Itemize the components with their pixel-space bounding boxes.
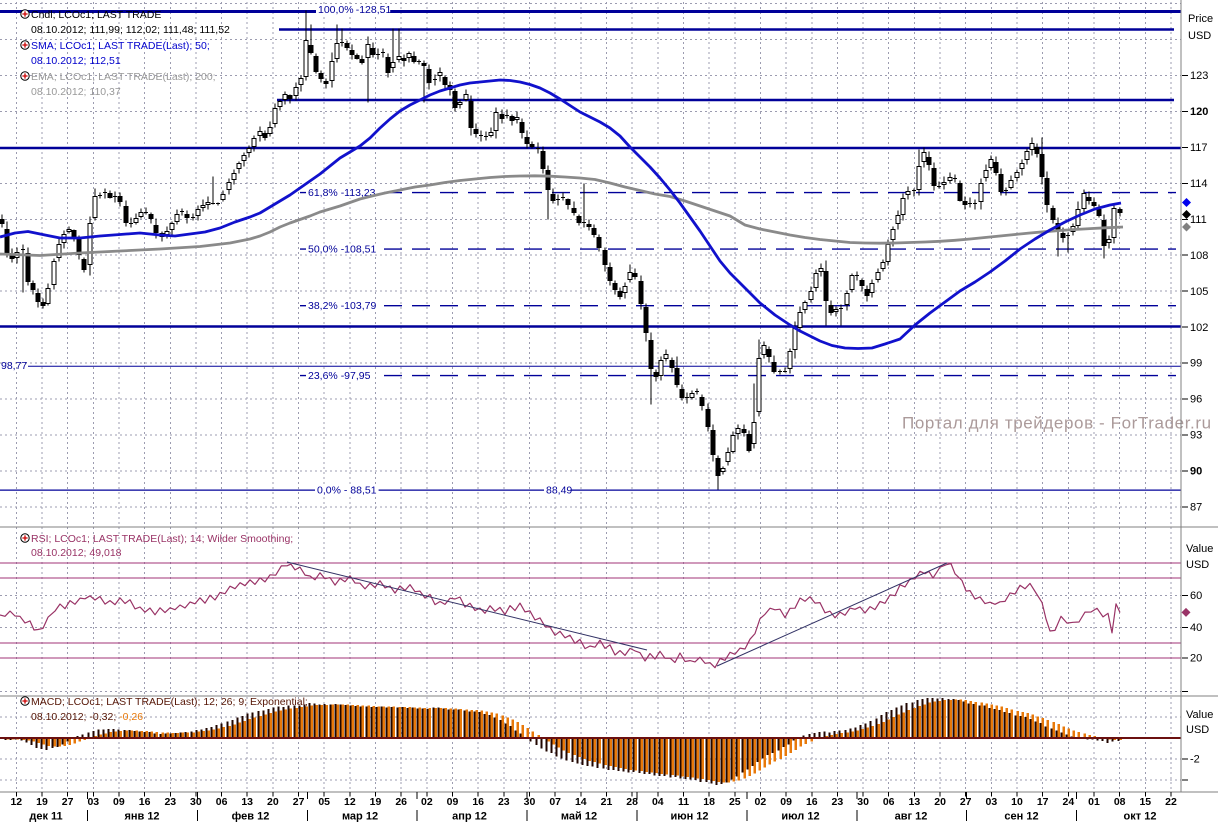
svg-text:02: 02 (421, 796, 433, 808)
svg-text:EMA; LCOc1; LAST TRADE(Last);: EMA; LCOc1; LAST TRADE(Last); 200; (31, 71, 216, 83)
svg-text:96: 96 (1190, 394, 1202, 406)
svg-text:102: 102 (1190, 322, 1208, 334)
svg-text:июл 12: июл 12 (781, 811, 819, 823)
svg-text:10: 10 (1011, 796, 1023, 808)
svg-text:108: 108 (1190, 250, 1208, 262)
svg-text:23: 23 (832, 796, 844, 808)
svg-text:27: 27 (293, 796, 305, 808)
svg-text:99: 99 (1190, 358, 1202, 370)
svg-text:60: 60 (1190, 590, 1202, 602)
svg-text:38,2% -103,79: 38,2% -103,79 (308, 300, 376, 312)
svg-text:07: 07 (549, 796, 561, 808)
svg-text:30: 30 (857, 796, 869, 808)
svg-text:90: 90 (1190, 466, 1202, 478)
svg-text:87: 87 (1190, 502, 1202, 514)
svg-text:04: 04 (652, 796, 664, 808)
svg-text:23,6% -97,95: 23,6% -97,95 (308, 370, 371, 382)
svg-text:19: 19 (36, 796, 48, 808)
svg-text:Value: Value (1186, 709, 1213, 721)
svg-text:-2: -2 (1190, 754, 1200, 766)
svg-text:01: 01 (1088, 796, 1100, 808)
svg-text:30: 30 (190, 796, 202, 808)
svg-text:16: 16 (139, 796, 151, 808)
svg-text:0,0% - 88,51: 0,0% - 88,51 (317, 484, 377, 496)
svg-text:06: 06 (216, 796, 228, 808)
svg-text:26: 26 (395, 796, 407, 808)
svg-text:09: 09 (447, 796, 459, 808)
svg-text:16: 16 (472, 796, 484, 808)
svg-text:RSI; LCOc1; LAST TRADE(Last);: RSI; LCOc1; LAST TRADE(Last); 14; Wilder… (31, 533, 293, 545)
svg-text:фев 12: фев 12 (232, 811, 270, 823)
svg-text:123: 123 (1190, 70, 1208, 82)
svg-text:117: 117 (1190, 142, 1208, 154)
svg-text:98,77: 98,77 (1, 360, 27, 372)
svg-text:Price: Price (1188, 13, 1213, 25)
svg-text:13: 13 (909, 796, 921, 808)
svg-text:20: 20 (267, 796, 279, 808)
svg-text:09: 09 (113, 796, 125, 808)
svg-text:27: 27 (62, 796, 74, 808)
svg-text:12: 12 (344, 796, 356, 808)
svg-text:23: 23 (498, 796, 510, 808)
svg-text:100,0% -128,51: 100,0% -128,51 (318, 4, 391, 16)
svg-text:08.10.2012; 49,018: 08.10.2012; 49,018 (31, 547, 122, 559)
svg-text:28: 28 (626, 796, 638, 808)
svg-text:50,0% -108,51: 50,0% -108,51 (308, 243, 376, 255)
svg-text:40: 40 (1190, 622, 1202, 634)
svg-text:120: 120 (1190, 106, 1208, 118)
svg-text:24: 24 (1063, 796, 1075, 808)
svg-text:17: 17 (1037, 796, 1049, 808)
svg-text:03: 03 (986, 796, 998, 808)
svg-text:май 12: май 12 (561, 811, 597, 823)
svg-text:USD: USD (1186, 724, 1209, 736)
svg-text:авг 12: авг 12 (895, 811, 928, 823)
svg-text:05: 05 (318, 796, 330, 808)
svg-text:апр 12: апр 12 (452, 811, 487, 823)
svg-text:20: 20 (1190, 653, 1202, 665)
svg-text:06: 06 (883, 796, 895, 808)
svg-text:09: 09 (780, 796, 792, 808)
svg-text:21: 21 (601, 796, 613, 808)
svg-text:USD: USD (1188, 30, 1211, 42)
svg-text:61,8% -113,23: 61,8% -113,23 (308, 187, 376, 199)
svg-text:июн 12: июн 12 (670, 811, 708, 823)
svg-text:18: 18 (703, 796, 715, 808)
svg-text:11: 11 (678, 796, 689, 808)
svg-text:Портал для трейдеров - ForTrad: Портал для трейдеров - ForTrader.ru (902, 414, 1212, 433)
svg-text:08: 08 (1114, 796, 1126, 808)
svg-text:Cndl; LCOc1; LAST TRADE: Cndl; LCOc1; LAST TRADE (31, 9, 161, 21)
svg-text:15: 15 (1139, 796, 1151, 808)
svg-text:02: 02 (755, 796, 767, 808)
svg-text:дек 11: дек 11 (29, 811, 62, 823)
svg-text:14: 14 (575, 796, 587, 808)
svg-text:MACD; LCOc1; LAST TRADE(Last);: MACD; LCOc1; LAST TRADE(Last); 12; 26; 9… (31, 696, 308, 708)
svg-text:16: 16 (806, 796, 818, 808)
svg-text:114: 114 (1190, 178, 1208, 190)
svg-text:янв 12: янв 12 (124, 811, 159, 823)
svg-text:13: 13 (241, 796, 253, 808)
svg-text:93: 93 (1190, 430, 1202, 442)
svg-text:SMA; LCOc1; LAST TRADE(Last);: SMA; LCOc1; LAST TRADE(Last); 50; (31, 40, 210, 52)
svg-text:88,49: 88,49 (546, 484, 572, 496)
svg-text:сен 12: сен 12 (1004, 811, 1038, 823)
svg-text:22: 22 (1165, 796, 1177, 808)
svg-text:105: 105 (1190, 286, 1208, 298)
svg-text:08.10.2012; 111,99; 112,02; 11: 08.10.2012; 111,99; 112,02; 111,48; 111,… (31, 24, 230, 36)
svg-text:23: 23 (164, 796, 176, 808)
svg-text:25: 25 (729, 796, 741, 808)
svg-text:окт 12: окт 12 (1124, 811, 1157, 823)
svg-text:08.10.2012; 112,51: 08.10.2012; 112,51 (31, 55, 121, 67)
svg-text:19: 19 (370, 796, 382, 808)
svg-text:Value: Value (1186, 543, 1213, 555)
svg-text:08.10.2012; -0,32; -0,26: 08.10.2012; -0,32; -0,26 (31, 711, 143, 723)
svg-text:27: 27 (960, 796, 972, 808)
svg-text:03: 03 (87, 796, 99, 808)
svg-text:30: 30 (524, 796, 536, 808)
svg-text:12: 12 (10, 796, 22, 808)
svg-text:20: 20 (934, 796, 946, 808)
svg-text:111: 111 (1190, 214, 1207, 226)
svg-text:USD: USD (1186, 559, 1209, 571)
svg-text:08.10.2012; 110,37: 08.10.2012; 110,37 (31, 86, 121, 98)
svg-text:мар 12: мар 12 (342, 811, 378, 823)
